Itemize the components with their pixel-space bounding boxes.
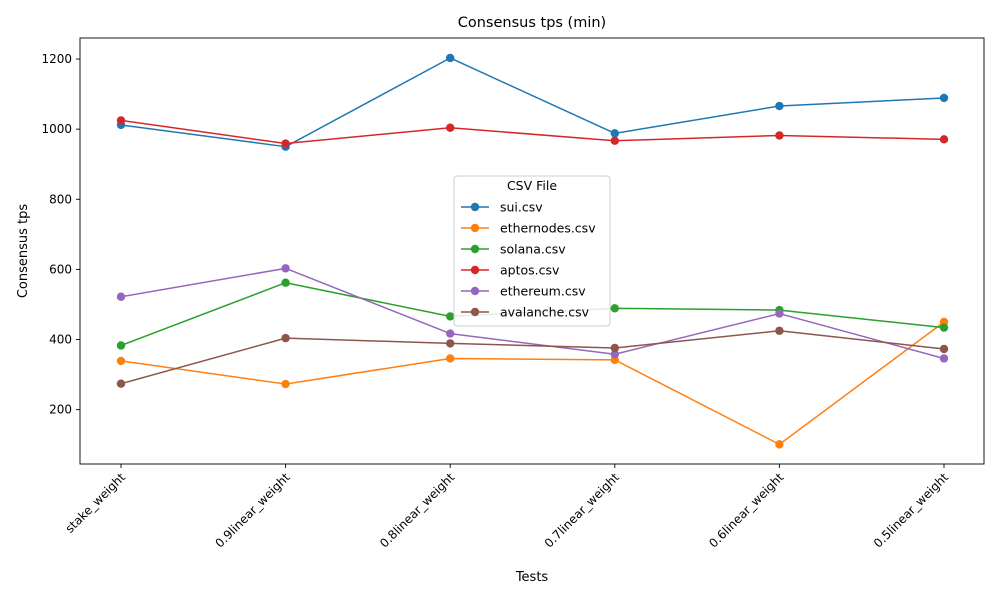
legend-label: sui.csv xyxy=(500,200,543,215)
data-point xyxy=(446,53,455,63)
series-line xyxy=(120,321,945,446)
series-avalanche xyxy=(116,326,949,388)
series-line xyxy=(120,57,945,148)
legend-label: solana.csv xyxy=(500,242,566,257)
data-point xyxy=(446,354,455,363)
legend-title: CSV File xyxy=(507,178,557,193)
data-point xyxy=(939,354,949,363)
data-point xyxy=(116,341,126,350)
data-point xyxy=(775,309,784,318)
data-point xyxy=(281,278,290,287)
legend-item: aptos.csv xyxy=(461,263,560,278)
y-axis-label: Consensus tps xyxy=(16,204,31,299)
data-point xyxy=(116,292,126,301)
data-point xyxy=(610,129,619,138)
data-point xyxy=(281,333,290,343)
legend-item: solana.csv xyxy=(461,242,566,257)
legend-item: avalanche.csv xyxy=(461,305,590,320)
legend-swatch-marker xyxy=(470,223,480,233)
data-point xyxy=(610,304,619,313)
data-point xyxy=(116,116,126,125)
data-point xyxy=(446,123,455,132)
legend-swatch-marker xyxy=(470,265,480,275)
y-tick-label: 800 xyxy=(49,192,72,206)
y-tick-label: 400 xyxy=(49,333,72,347)
y-axis: 200 400 600 800 1000 1200 xyxy=(41,52,80,417)
chart-title: Consensus tps (min) xyxy=(458,15,606,31)
legend-items: sui.csv ethernodes.csv solana.csv aptos.csv… xyxy=(461,200,596,320)
y-tick-label: 200 xyxy=(49,403,72,417)
data-point xyxy=(281,379,290,389)
y-tick-label: 1200 xyxy=(41,52,72,66)
data-point xyxy=(775,101,784,111)
series-aptos xyxy=(116,116,949,148)
data-point xyxy=(116,356,126,366)
legend-swatch-marker xyxy=(470,244,480,254)
data-point xyxy=(446,312,455,321)
legend-swatch-marker xyxy=(470,307,480,317)
legend: CSV File sui.csv ethernodes.csv solana.csv… xyxy=(453,175,611,327)
legend-label: ethernodes.csv xyxy=(500,221,596,236)
legend-item: ethereum.csv xyxy=(461,284,586,299)
legend-frame xyxy=(453,175,611,327)
data-point xyxy=(281,139,290,148)
series-ethereum xyxy=(116,264,949,363)
series-line xyxy=(120,330,945,385)
data-point xyxy=(775,131,784,140)
legend-label: avalanche.csv xyxy=(500,305,590,320)
series-line xyxy=(120,119,945,145)
data-point xyxy=(281,264,290,273)
series-layer xyxy=(116,53,949,449)
data-point xyxy=(116,379,126,388)
legend-item: sui.csv xyxy=(461,200,543,215)
data-point xyxy=(610,350,619,359)
legend-label: ethereum.csv xyxy=(500,284,586,299)
data-point xyxy=(446,329,455,338)
data-point xyxy=(939,135,949,144)
legend-label: aptos.csv xyxy=(500,263,560,278)
data-point xyxy=(610,136,619,145)
data-point xyxy=(939,323,949,332)
y-tick-label: 600 xyxy=(49,262,72,276)
y-tick-label: 1000 xyxy=(41,122,72,136)
legend-swatch-marker xyxy=(470,202,480,212)
x-axis-label: Tests xyxy=(515,570,549,585)
series-line xyxy=(120,267,945,360)
plot-area-frame xyxy=(79,37,985,465)
data-point xyxy=(446,339,455,348)
series-ethernodes xyxy=(116,317,949,449)
data-point xyxy=(775,326,784,335)
data-point xyxy=(939,93,949,103)
legend-swatch-marker xyxy=(470,286,480,296)
legend-item: ethernodes.csv xyxy=(461,221,596,236)
data-point xyxy=(775,440,784,449)
data-point xyxy=(939,344,949,354)
data-point xyxy=(610,343,619,353)
